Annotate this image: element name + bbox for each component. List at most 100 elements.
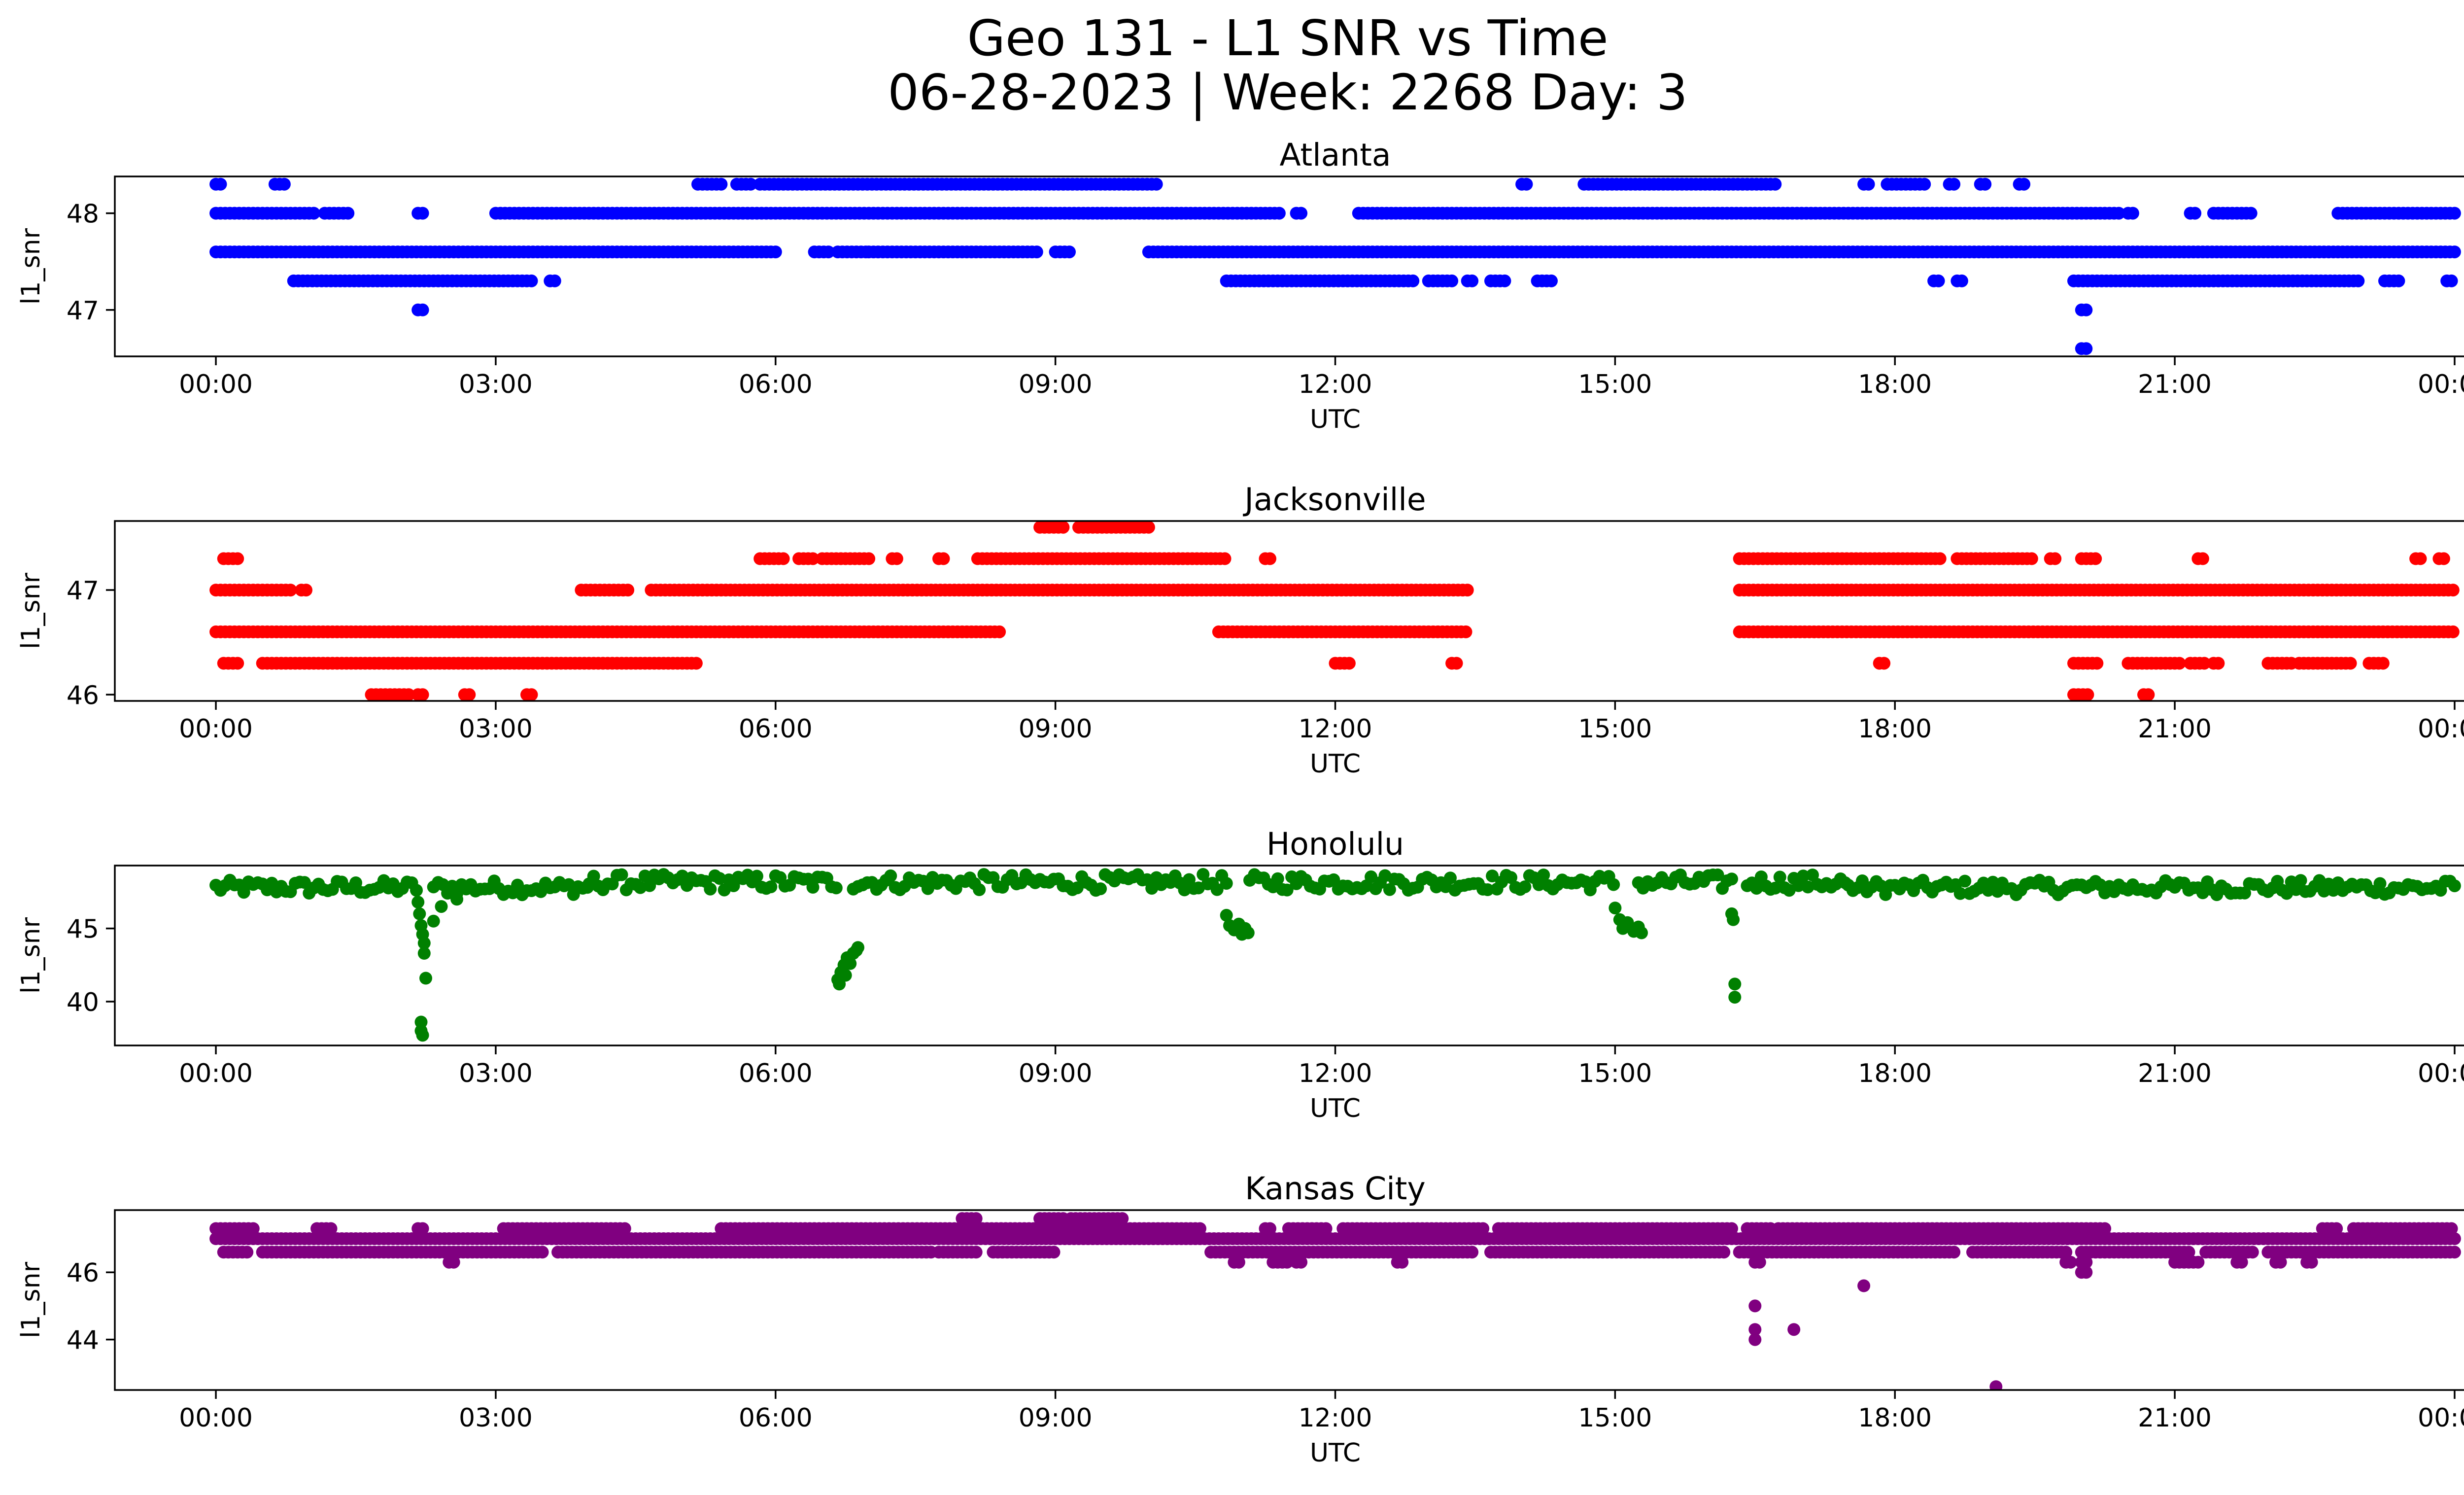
data-point (2080, 342, 2093, 355)
x-tick-label: 18:00 (1858, 370, 1932, 399)
data-point (2244, 207, 2258, 220)
data-point (2445, 1222, 2458, 1235)
data-point (839, 969, 852, 982)
y-tick-label: 47 (67, 576, 99, 606)
data-point (1932, 274, 1945, 287)
x-tick-label: 00:00 (179, 370, 253, 399)
x-tick-label: 15:00 (1578, 1403, 1652, 1433)
x-tick-label: 21:00 (2138, 370, 2212, 399)
data-point (2330, 1222, 2343, 1235)
x-tick-label: 21:00 (2138, 714, 2212, 744)
data-point (1748, 1299, 1762, 1313)
x-tick-label: 06:00 (739, 370, 813, 399)
data-point (2373, 877, 2387, 890)
data-point (2448, 879, 2461, 893)
figure-subtitle: 06-28-2023 | Week: 2268 Day: 3 (888, 64, 1688, 121)
data-point (1264, 1222, 1276, 1235)
x-tick-label: 15:00 (1578, 714, 1652, 744)
data-point (1748, 1323, 1762, 1336)
data-point (2173, 657, 2186, 670)
y-tick-label: 40 (67, 988, 99, 1017)
data-point (1717, 1246, 1731, 1259)
kansas-city-subplot: Kansas City 00:00 03:00 06:00 09:00 12:00 15:0… (16, 1171, 2464, 1468)
data-point (231, 657, 244, 670)
data-point (1948, 177, 1961, 191)
data-point (2238, 886, 2251, 900)
data-point (2376, 657, 2390, 670)
data-point (1280, 1255, 1294, 1269)
data-point (1241, 926, 1255, 939)
data-point (1727, 913, 1740, 926)
x-tick-label: 03:00 (459, 370, 533, 399)
data-point (769, 245, 782, 259)
data-point (1150, 177, 1163, 191)
data-point (2081, 688, 2094, 701)
data-point (1295, 207, 1308, 220)
data-point (1933, 552, 1947, 565)
data-point (969, 1246, 983, 1259)
x-tick-label: 06:00 (739, 1059, 813, 1088)
data-point (2018, 177, 2031, 191)
data-point (1383, 883, 1396, 896)
x-tick-label: 09:00 (1019, 1059, 1093, 1088)
data-point (1711, 869, 1724, 881)
data-point (2059, 1246, 2073, 1259)
data-point (1725, 1222, 1738, 1235)
data-point (1728, 991, 1742, 1004)
data-point (427, 914, 440, 928)
data-point (1979, 177, 1992, 191)
data-point (587, 869, 600, 883)
data-point (1537, 869, 1550, 882)
data-point (1210, 883, 1224, 896)
data-point (1116, 1212, 1129, 1225)
data-point (1505, 871, 1517, 884)
data-point (525, 274, 538, 287)
x-tick-label: 03:00 (459, 714, 533, 744)
data-point (689, 657, 703, 670)
y-tick-label: 46 (67, 1258, 99, 1288)
x-axis-label: UTC (1310, 1094, 1361, 1123)
subplot-title: Jacksonville (1242, 482, 1426, 518)
data-point (237, 886, 250, 899)
figure-title: Geo 131 - L1 SNR vs Time (967, 9, 1608, 67)
data-point (2212, 657, 2225, 670)
data-point (2448, 207, 2461, 220)
y-axis-label: l1_snr (16, 228, 46, 305)
data-point (1030, 245, 1043, 259)
data-point (416, 1029, 429, 1042)
x-tick-label: 12:00 (1299, 1403, 1372, 1433)
data-point (1319, 1222, 1333, 1235)
data-point (277, 177, 291, 191)
subplot-title: Honolulu (1266, 826, 1404, 862)
data-point (1272, 207, 1286, 220)
data-point (1769, 177, 1782, 191)
data-points (209, 868, 2461, 1042)
data-point (307, 207, 320, 220)
data-point (822, 245, 835, 259)
y-tick-label: 48 (67, 200, 99, 229)
data-point (1748, 1333, 1762, 1346)
data-point (2437, 552, 2450, 565)
x-tick-label: 18:00 (1858, 1059, 1932, 1088)
data-point (750, 869, 763, 883)
data-point (2448, 1246, 2461, 1259)
data-point (1406, 274, 1420, 287)
y-axis-label: l1_snr (16, 917, 46, 994)
data-point (1545, 274, 1558, 287)
data-point (1608, 902, 1622, 915)
subplot-title: Kansas City (1245, 1171, 1426, 1207)
data-point (1518, 880, 1532, 894)
axes-frame (114, 520, 2464, 702)
data-point (1797, 869, 1810, 883)
data-point (1220, 908, 1233, 922)
data-point (1769, 881, 1782, 895)
data-point (2246, 1246, 2259, 1259)
x-tick-label: 00:00 (179, 1403, 253, 1433)
data-point (246, 1222, 260, 1235)
x-tick-label: 09:00 (1019, 714, 1093, 744)
data-point (2305, 1255, 2318, 1269)
data-point (618, 1222, 631, 1235)
data-point (435, 900, 448, 913)
data-point (1466, 274, 1479, 287)
data-point (2080, 1255, 2093, 1269)
